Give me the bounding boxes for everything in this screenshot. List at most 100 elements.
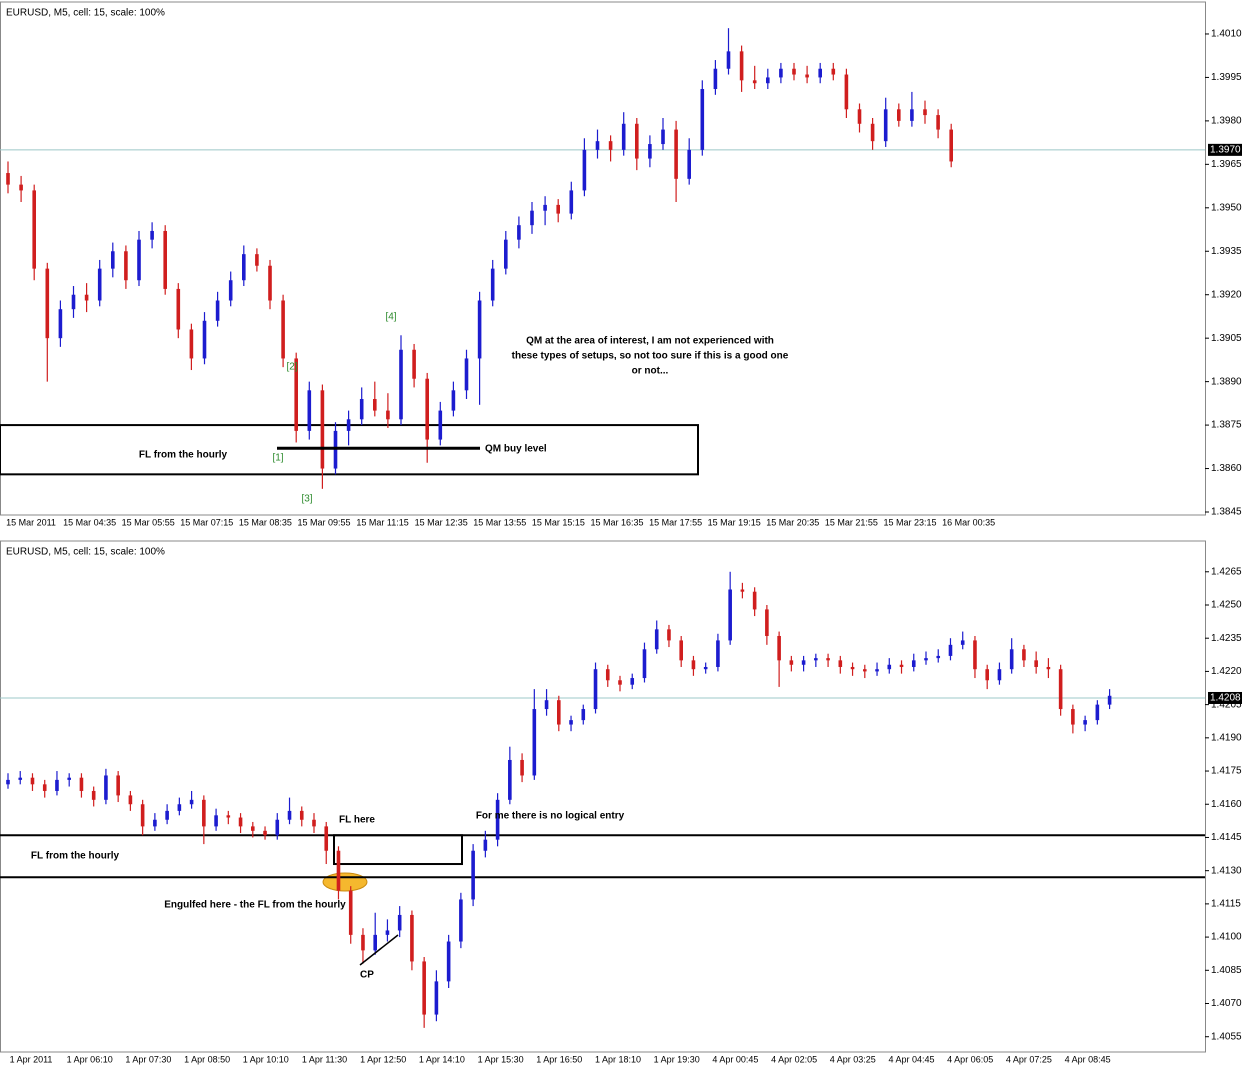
x-tick-label: 1 Apr 08:50 (184, 1054, 230, 1064)
y-tick-label: 1.3860 (1211, 463, 1242, 474)
x-tick-label: 15 Mar 09:55 (297, 517, 350, 527)
candle-body (765, 609, 769, 636)
candle-body (642, 649, 647, 679)
x-tick-label: 1 Apr 18:10 (595, 1054, 641, 1064)
x-tick-label: 15 Mar 07:15 (180, 517, 233, 527)
plot-frame (0, 1, 1206, 516)
candle-body (818, 68, 822, 78)
candle-body (385, 930, 390, 935)
candle-body (373, 934, 377, 951)
candle-body (361, 934, 365, 951)
candle-body (228, 280, 233, 301)
candle-body (581, 709, 586, 721)
y-tick-label: 1.4055 (1211, 1031, 1242, 1042)
candle-body (451, 390, 456, 411)
candle-body (42, 784, 47, 791)
candle-body (84, 294, 89, 301)
candle-body (557, 700, 561, 725)
annotation: [1] (272, 453, 283, 464)
candle-body (177, 804, 182, 811)
candle-body (679, 640, 683, 661)
candle-body (67, 777, 71, 780)
x-tick-label: 1 Apr 19:30 (654, 1054, 700, 1064)
candle-body (739, 51, 744, 81)
candle-body (128, 795, 133, 805)
x-tick-label: 15 Mar 20:35 (766, 517, 819, 527)
candle-body (831, 68, 836, 75)
candle-body (936, 655, 941, 659)
candle-body (399, 349, 403, 420)
x-tick-label: 4 Apr 03:25 (830, 1054, 876, 1064)
candle-body (857, 109, 862, 124)
y-tick-label: 1.3980 (1211, 116, 1242, 127)
candle-body (495, 799, 500, 840)
candle-body (700, 89, 705, 150)
candle-body (275, 819, 280, 836)
y-tick-label: 1.4010 (1211, 29, 1242, 40)
candle-body (779, 68, 783, 78)
candle-body (397, 914, 402, 931)
candle-body (251, 826, 255, 831)
candle-body (58, 309, 63, 339)
candle-body (263, 830, 267, 836)
candle-body (55, 779, 59, 791)
candle-body (425, 378, 429, 440)
x-tick-label: 4 Apr 02:05 (771, 1054, 817, 1064)
chart-title: EURUSD, M5, cell: 15, scale: 100% (6, 8, 165, 19)
candle-body (30, 777, 35, 785)
plot-frame (0, 540, 1206, 1053)
candle-body (91, 790, 96, 800)
candle-body (189, 799, 194, 805)
candle-body (1107, 695, 1112, 705)
candle-body (936, 115, 940, 130)
candle-body (875, 669, 879, 672)
candle-body (1071, 709, 1075, 725)
x-tick-label: 15 Mar 19:15 (708, 517, 761, 527)
candle-body (923, 109, 927, 116)
candle-body (165, 810, 169, 820)
candle-body (838, 660, 843, 667)
candle-body (215, 300, 220, 321)
candle-body (410, 914, 414, 962)
candle-body (18, 777, 23, 780)
x-tick-label: 15 Mar 13:55 (473, 517, 526, 527)
candle-body (605, 669, 610, 681)
y-tick-label: 1.4220 (1211, 666, 1242, 677)
x-tick-label: 1 Apr 10:10 (243, 1054, 289, 1064)
candle-body (359, 399, 364, 420)
candle-body (294, 358, 298, 431)
y-tick-label: 1.4115 (1211, 899, 1241, 910)
candle-body (593, 669, 598, 710)
candle-body (1046, 666, 1051, 670)
candle-body (973, 640, 977, 670)
y-tick-label: 1.3935 (1211, 246, 1242, 257)
current-price-box (1208, 691, 1242, 704)
annotation: [2] (286, 362, 297, 373)
candle-body (464, 358, 469, 391)
candle-body (320, 390, 325, 469)
annotation: QM at the area of interest, I am not exp… (526, 336, 774, 347)
candle-body (281, 300, 285, 359)
candle-body (189, 329, 194, 359)
y-tick-label: 1.3995 (1211, 72, 1242, 83)
entry-box (333, 834, 463, 866)
x-tick-label: 4 Apr 07:25 (1006, 1054, 1052, 1064)
candle-body (703, 666, 708, 670)
candle-body (635, 123, 639, 159)
x-tick-label: 15 Mar 21:55 (825, 517, 878, 527)
candle-body (45, 268, 50, 339)
y-tick-label: 1.3920 (1211, 289, 1242, 300)
candle-body (924, 658, 928, 661)
y-tick-label: 1.4205 (1211, 699, 1242, 710)
candle-body (582, 149, 587, 191)
candle-body (789, 660, 794, 665)
candle-body (111, 251, 115, 269)
candle-body (595, 141, 600, 150)
annotation: CP (360, 970, 374, 981)
y-tick-label: 1.3890 (1211, 376, 1242, 387)
candle-body (324, 826, 329, 851)
candle-body (520, 759, 524, 776)
candle-body (618, 680, 622, 685)
candle-body (654, 629, 659, 650)
candle-body (691, 660, 696, 670)
